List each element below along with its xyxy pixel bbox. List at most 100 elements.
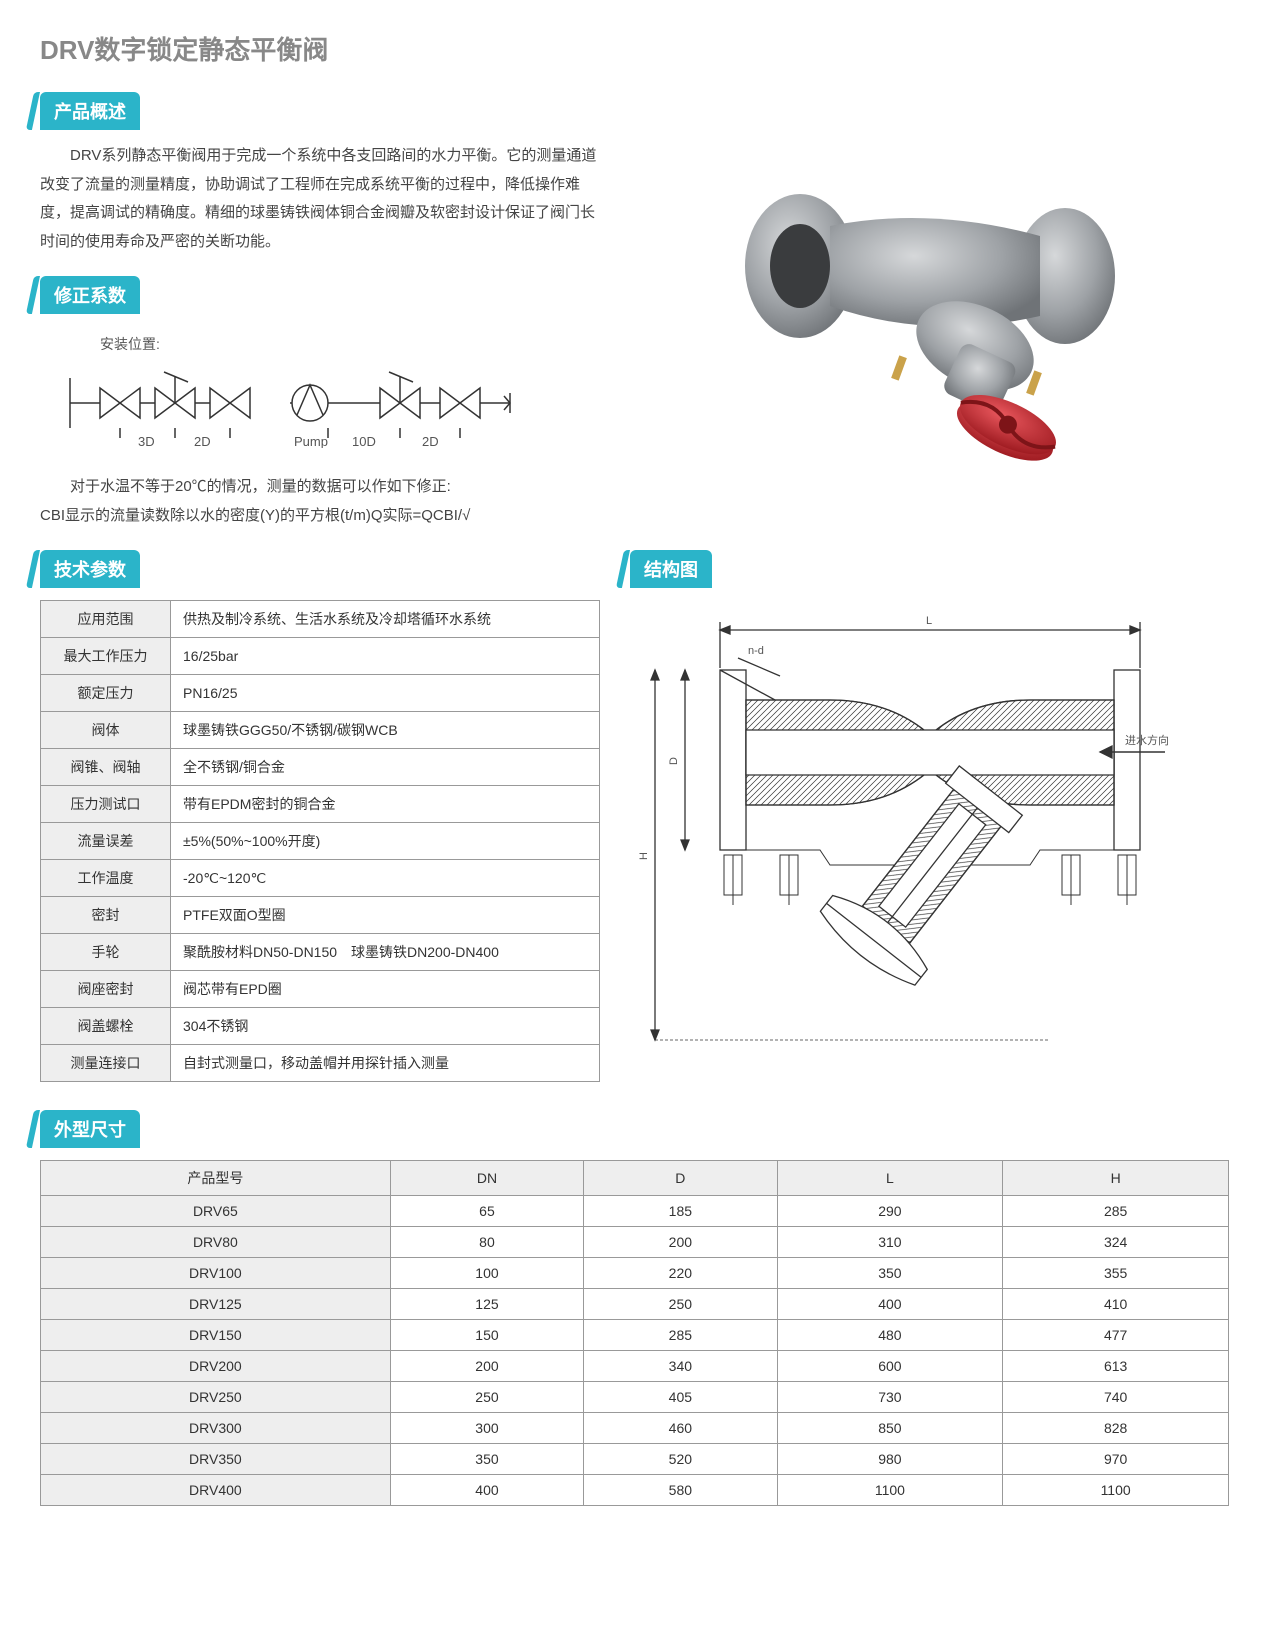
- dim-row: DRV6565185290285: [41, 1196, 1229, 1227]
- spec-value: 自封式测量口，移动盖帽并用探针插入测量: [171, 1045, 600, 1082]
- section-badge-structure: 结构图: [630, 550, 712, 588]
- diag-pump: Pump: [294, 434, 328, 448]
- dim-cell: 100: [390, 1258, 583, 1289]
- spec-row: 工作温度-20℃~120℃: [41, 860, 600, 897]
- struct-label-H: H: [638, 852, 650, 860]
- dim-cell: 290: [777, 1196, 1003, 1227]
- spec-label: 手轮: [41, 934, 171, 971]
- dim-header: DN: [390, 1161, 583, 1196]
- dim-cell: 125: [390, 1289, 583, 1320]
- dim-row: DRV350350520980970: [41, 1444, 1229, 1475]
- struct-label-L: L: [926, 615, 932, 627]
- spec-row: 额定压力PN16/25: [41, 675, 600, 712]
- spec-value: 阀芯带有EPD圈: [171, 971, 600, 1008]
- dim-cell: 1100: [777, 1475, 1003, 1506]
- dim-cell: 480: [777, 1320, 1003, 1351]
- spec-row: 阀座密封阀芯带有EPD圈: [41, 971, 600, 1008]
- overview-text: DRV系列静态平衡阀用于完成一个系统中各支回路间的水力平衡。它的测量通道改变了流…: [40, 142, 600, 256]
- spec-row: 流量误差±5%(50%~100%开度): [41, 823, 600, 860]
- spec-value: 球墨铸铁GGG50/不锈钢/碳钢WCB: [171, 712, 600, 749]
- spec-value: PN16/25: [171, 675, 600, 712]
- tech-column: 技术参数 应用范围供热及制冷系统、生活水系统及冷却塔循环水系统最大工作压力16/…: [40, 550, 600, 1082]
- dim-cell: 410: [1003, 1289, 1229, 1320]
- dim-cell: 80: [390, 1227, 583, 1258]
- dim-cell: 828: [1003, 1413, 1229, 1444]
- dim-model: DRV350: [41, 1444, 391, 1475]
- dim-header: H: [1003, 1161, 1229, 1196]
- spec-label: 密封: [41, 897, 171, 934]
- dim-model: DRV125: [41, 1289, 391, 1320]
- section-badge-correction: 修正系数: [40, 276, 140, 314]
- page-title: DRV数字锁定静态平衡阀: [40, 30, 1229, 67]
- dim-cell: 310: [777, 1227, 1003, 1258]
- spec-label: 阀锥、阀轴: [41, 749, 171, 786]
- spec-label: 测量连接口: [41, 1045, 171, 1082]
- spec-value: -20℃~120℃: [171, 860, 600, 897]
- install-schematic-svg: 3D 2D: [60, 358, 520, 448]
- spec-row: 压力测试口带有EPDM密封的铜合金: [41, 786, 600, 823]
- dim-model: DRV200: [41, 1351, 391, 1382]
- spec-label: 工作温度: [41, 860, 171, 897]
- diag-3d: 3D: [138, 434, 155, 448]
- dim-cell: 980: [777, 1444, 1003, 1475]
- spec-table: 应用范围供热及制冷系统、生活水系统及冷却塔循环水系统最大工作压力16/25bar…: [40, 600, 600, 1082]
- dim-cell: 730: [777, 1382, 1003, 1413]
- dim-cell: 324: [1003, 1227, 1229, 1258]
- spec-value: 16/25bar: [171, 638, 600, 675]
- struct-label-nd: n-d: [748, 645, 764, 657]
- struct-label-flow: 进水方向: [1125, 733, 1169, 747]
- dim-row: DRV300300460850828: [41, 1413, 1229, 1444]
- dim-model: DRV150: [41, 1320, 391, 1351]
- dim-row: DRV150150285480477: [41, 1320, 1229, 1351]
- spec-value: 聚酰胺材料DN50-DN150 球墨铸铁DN200-DN400: [171, 934, 600, 971]
- correction-text-1: 对于水温不等于20℃的情况，测量的数据可以作如下修正:: [40, 473, 600, 502]
- spec-label: 阀盖螺栓: [41, 1008, 171, 1045]
- dim-cell: 250: [390, 1382, 583, 1413]
- dim-model: DRV65: [41, 1196, 391, 1227]
- install-label: 安装位置:: [100, 334, 600, 354]
- spec-row: 阀体球墨铸铁GGG50/不锈钢/碳钢WCB: [41, 712, 600, 749]
- dim-cell: 477: [1003, 1320, 1229, 1351]
- diag-2d-a: 2D: [194, 434, 211, 448]
- spec-row: 阀锥、阀轴全不锈钢/铜合金: [41, 749, 600, 786]
- correction-text-2: CBI显示的流量读数除以水的密度(Y)的平方根(t/m)Q实际=QCBI/√: [40, 502, 600, 531]
- dim-header: 产品型号: [41, 1161, 391, 1196]
- spec-row: 最大工作压力16/25bar: [41, 638, 600, 675]
- dim-cell: 220: [584, 1258, 777, 1289]
- spec-row: 密封PTFE双面O型圈: [41, 897, 600, 934]
- dim-cell: 250: [584, 1289, 777, 1320]
- dim-cell: 520: [584, 1444, 777, 1475]
- struct-label-D: D: [668, 757, 680, 765]
- dim-model: DRV400: [41, 1475, 391, 1506]
- dim-cell: 150: [390, 1320, 583, 1351]
- top-row: 产品概述 DRV系列静态平衡阀用于完成一个系统中各支回路间的水力平衡。它的测量通…: [40, 92, 1229, 530]
- spec-value: 带有EPDM密封的铜合金: [171, 786, 600, 823]
- spec-label: 压力测试口: [41, 786, 171, 823]
- dim-cell: 400: [777, 1289, 1003, 1320]
- dim-cell: 65: [390, 1196, 583, 1227]
- dim-cell: 350: [777, 1258, 1003, 1289]
- dim-model: DRV250: [41, 1382, 391, 1413]
- dim-cell: 740: [1003, 1382, 1229, 1413]
- spec-label: 流量误差: [41, 823, 171, 860]
- dim-row: DRV250250405730740: [41, 1382, 1229, 1413]
- dim-cell: 970: [1003, 1444, 1229, 1475]
- dim-model: DRV100: [41, 1258, 391, 1289]
- dim-cell: 340: [584, 1351, 777, 1382]
- dim-cell: 850: [777, 1413, 1003, 1444]
- spec-row: 手轮聚酰胺材料DN50-DN150 球墨铸铁DN200-DN400: [41, 934, 600, 971]
- dim-cell: 580: [584, 1475, 777, 1506]
- spec-label: 额定压力: [41, 675, 171, 712]
- spec-value: 304不锈钢: [171, 1008, 600, 1045]
- dim-cell: 300: [390, 1413, 583, 1444]
- structure-column: 结构图: [630, 550, 1229, 1073]
- mid-row: 技术参数 应用范围供热及制冷系统、生活水系统及冷却塔循环水系统最大工作压力16/…: [40, 550, 1229, 1082]
- dim-row: DRV125125250400410: [41, 1289, 1229, 1320]
- valve-photo: [720, 156, 1140, 466]
- section-badge-overview: 产品概述: [40, 92, 140, 130]
- dim-cell: 613: [1003, 1351, 1229, 1382]
- spec-value: 供热及制冷系统、生活水系统及冷却塔循环水系统: [171, 601, 600, 638]
- structure-drawing: n-d L D H 进水方向: [630, 600, 1190, 1070]
- spec-row: 应用范围供热及制冷系统、生活水系统及冷却塔循环水系统: [41, 601, 600, 638]
- dim-row: DRV8080200310324: [41, 1227, 1229, 1258]
